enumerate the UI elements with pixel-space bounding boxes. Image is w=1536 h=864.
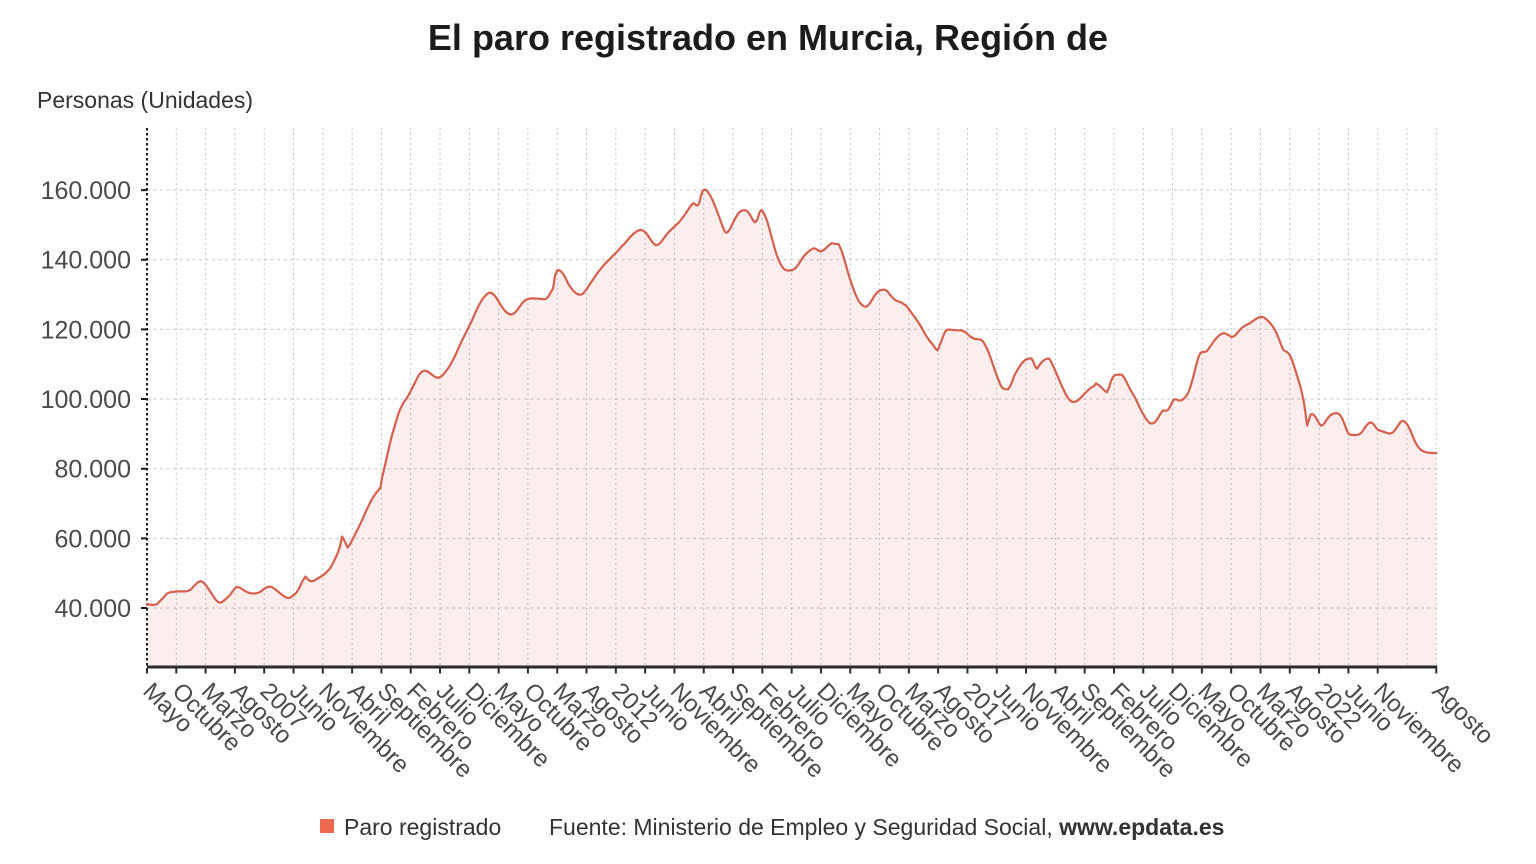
svg-text:40.000: 40.000 <box>55 595 131 623</box>
svg-text:140.000: 140.000 <box>41 247 131 275</box>
svg-text:80.000: 80.000 <box>55 456 131 484</box>
svg-text:120.000: 120.000 <box>41 316 131 344</box>
svg-text:60.000: 60.000 <box>55 525 131 553</box>
svg-text:160.000: 160.000 <box>41 177 131 205</box>
svg-text:100.000: 100.000 <box>41 386 131 414</box>
